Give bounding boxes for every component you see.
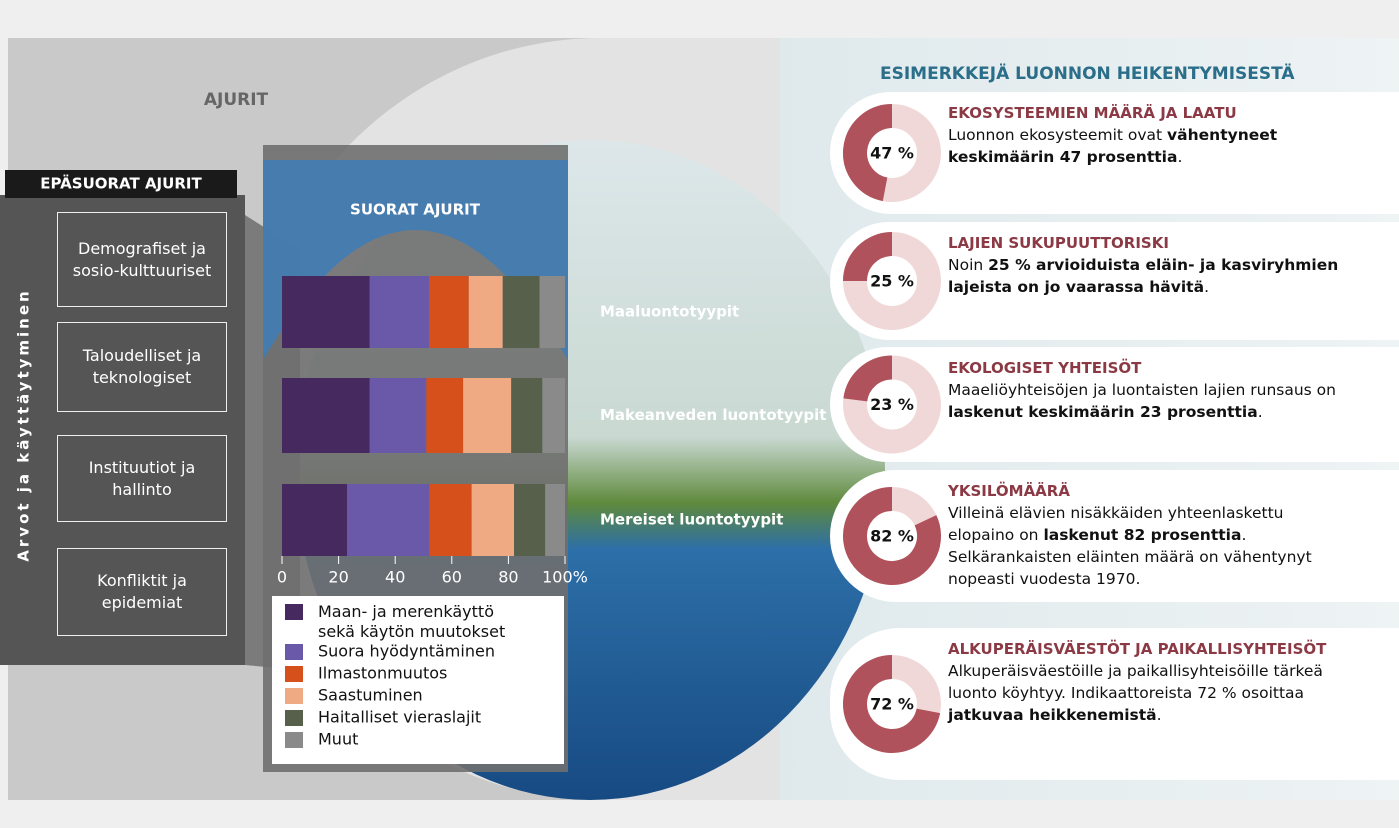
bar-segment: [540, 276, 565, 348]
bar-segment: [511, 378, 542, 453]
infographic: Maaluontotyypit Makeanveden luontotyypit M…: [0, 0, 1399, 828]
chart-title: SUORAT AJURIT: [350, 201, 481, 219]
driver-box: Instituutiot ja hallinto: [57, 435, 227, 522]
donut-label: 47 %: [870, 144, 914, 163]
description-part: laskenut 82 prosenttia: [1043, 526, 1241, 544]
bar-segment: [503, 276, 540, 348]
example-title: LAJIEN SUKUPUUTTORISKI: [948, 234, 1348, 252]
legend-swatch: [285, 604, 303, 620]
example-item: 82 % YKSILÖMÄÄRÄ Villeinä elävien nisäkkäi…: [830, 470, 1399, 602]
category-label: Mereiset luontotyypit: [600, 511, 783, 529]
donut: 47 %: [830, 92, 950, 214]
legend-label: Haitalliset vieraslajit: [318, 708, 481, 727]
bar-segment: [282, 276, 370, 348]
bar-segment: [514, 484, 545, 556]
bar-segment: [469, 276, 503, 348]
bar-segment: [370, 378, 427, 453]
description-part: jatkuvaa heikkenemistä: [948, 706, 1157, 724]
example-title: ALKUPERÄISVÄESTÖT JA PAIKALLISYHTEISÖT: [948, 640, 1348, 658]
x-tick-label: 100%: [542, 568, 588, 587]
driver-box: Demografiset ja sosio-kulttuuriset: [57, 212, 227, 307]
bar-segment: [463, 378, 511, 453]
bar-segment: [545, 484, 565, 556]
example-item: 72 % ALKUPERÄISVÄESTÖT JA PAIKALLISYHTEIS…: [830, 628, 1399, 780]
example-title: EKOLOGISET YHTEISÖT: [948, 359, 1348, 377]
example-text: LAJIEN SUKUPUUTTORISKI Noin 25 % arvioidu…: [948, 234, 1348, 298]
description-part: .: [1204, 278, 1209, 296]
donut-label: 23 %: [870, 395, 914, 414]
legend-swatch: [285, 732, 303, 748]
x-tick-label: 80: [498, 568, 518, 587]
ajurit-title: AJURIT: [204, 90, 269, 110]
legend-swatch: [285, 644, 303, 660]
legend-label: Saastuminen: [318, 686, 423, 705]
examples-title: ESIMERKKEJÄ LUONNON HEIKENTYMISESTÄ: [880, 64, 1295, 84]
bar-segment: [282, 378, 370, 453]
example-text: ALKUPERÄISVÄESTÖT JA PAIKALLISYHTEISÖT Al…: [948, 640, 1348, 726]
driver-box: Taloudelliset ja teknologiset: [57, 322, 227, 412]
legend-swatch: [285, 666, 303, 682]
indirect-title: EPÄSUORAT AJURIT: [40, 174, 202, 193]
donut: 82 %: [830, 470, 950, 602]
x-tick-label: 20: [328, 568, 348, 587]
legend-label: Suora hyödyntäminen: [318, 642, 495, 661]
bar-segment: [282, 484, 347, 556]
description-part: .: [1258, 403, 1263, 421]
example-item: 25 % LAJIEN SUKUPUUTTORISKI Noin 25 % arvi…: [830, 222, 1399, 340]
driver-box: Konfliktit ja epidemiat: [57, 548, 227, 636]
description-part: Luonnon ekosysteemit ovat: [948, 126, 1167, 144]
example-description: Villeinä elävien nisäkkäiden yhteenlaske…: [948, 502, 1348, 590]
example-description: Alkuperäisväestöille ja paikallisyhteisö…: [948, 660, 1348, 726]
legend-swatch: [285, 710, 303, 726]
donut-label: 82 %: [870, 527, 914, 546]
description-part: Alkuperäisväestöille ja paikallisyhteisö…: [948, 662, 1323, 702]
description-part: 25 % arvioiduista eläin- ja kasviryhmien…: [948, 256, 1338, 296]
example-text: EKOLOGISET YHTEISÖT Maaeliöyhteisöjen ja …: [948, 359, 1348, 423]
x-tick-label: 0: [277, 568, 287, 587]
example-title: EKOSYSTEEMIEN MÄÄRÄ JA LAATU: [948, 104, 1348, 122]
description-part: .: [1157, 706, 1162, 724]
description-part: Maaeliöyhteisöjen ja luontaisten lajien …: [948, 381, 1336, 399]
legend-swatch: [285, 688, 303, 704]
bar-segment: [370, 276, 429, 348]
example-description: Maaeliöyhteisöjen ja luontaisten lajien …: [948, 379, 1348, 423]
example-item: 47 % EKOSYSTEEMIEN MÄÄRÄ JA LAATU Luonnon …: [830, 92, 1399, 214]
example-text: EKOSYSTEEMIEN MÄÄRÄ JA LAATU Luonnon ekos…: [948, 104, 1348, 168]
bar-segment: [426, 378, 463, 453]
donut-label: 25 %: [870, 272, 914, 291]
description-part: laskenut keskimäärin 23 prosenttia: [948, 403, 1258, 421]
donut: 23 %: [830, 347, 950, 462]
category-label: Makeanveden luontotyypit: [600, 406, 826, 424]
side-label: Arvot ja käyttäytyminen: [15, 288, 33, 561]
description-part: .: [1177, 148, 1182, 166]
category-label: Maaluontotyypit: [600, 303, 739, 321]
bar-segment: [472, 484, 514, 556]
bar-segment: [429, 484, 471, 556]
x-tick-label: 60: [442, 568, 462, 587]
bar-segment: [347, 484, 429, 556]
legend-label: Muut: [318, 730, 358, 749]
legend-line: sekä käytön muutokset: [318, 622, 505, 641]
description-part: Noin: [948, 256, 988, 274]
example-text: YKSILÖMÄÄRÄ Villeinä elävien nisäkkäiden …: [948, 482, 1348, 590]
legend-line: Maan- ja merenkäyttö: [318, 602, 494, 621]
donut: 72 %: [830, 628, 950, 780]
donut-label: 72 %: [870, 695, 914, 714]
x-tick-label: 40: [385, 568, 405, 587]
legend-label: Ilmastonmuutos: [318, 664, 447, 683]
bar-segment: [542, 378, 565, 453]
example-item: 23 % EKOLOGISET YHTEISÖT Maaeliöyhteisöjen…: [830, 347, 1399, 462]
example-title: YKSILÖMÄÄRÄ: [948, 482, 1348, 500]
bar-segment: [429, 276, 469, 348]
donut: 25 %: [830, 222, 950, 340]
example-description: Noin 25 % arvioiduista eläin- ja kasviry…: [948, 254, 1348, 298]
example-description: Luonnon ekosysteemit ovat vähentyneet ke…: [948, 124, 1348, 168]
